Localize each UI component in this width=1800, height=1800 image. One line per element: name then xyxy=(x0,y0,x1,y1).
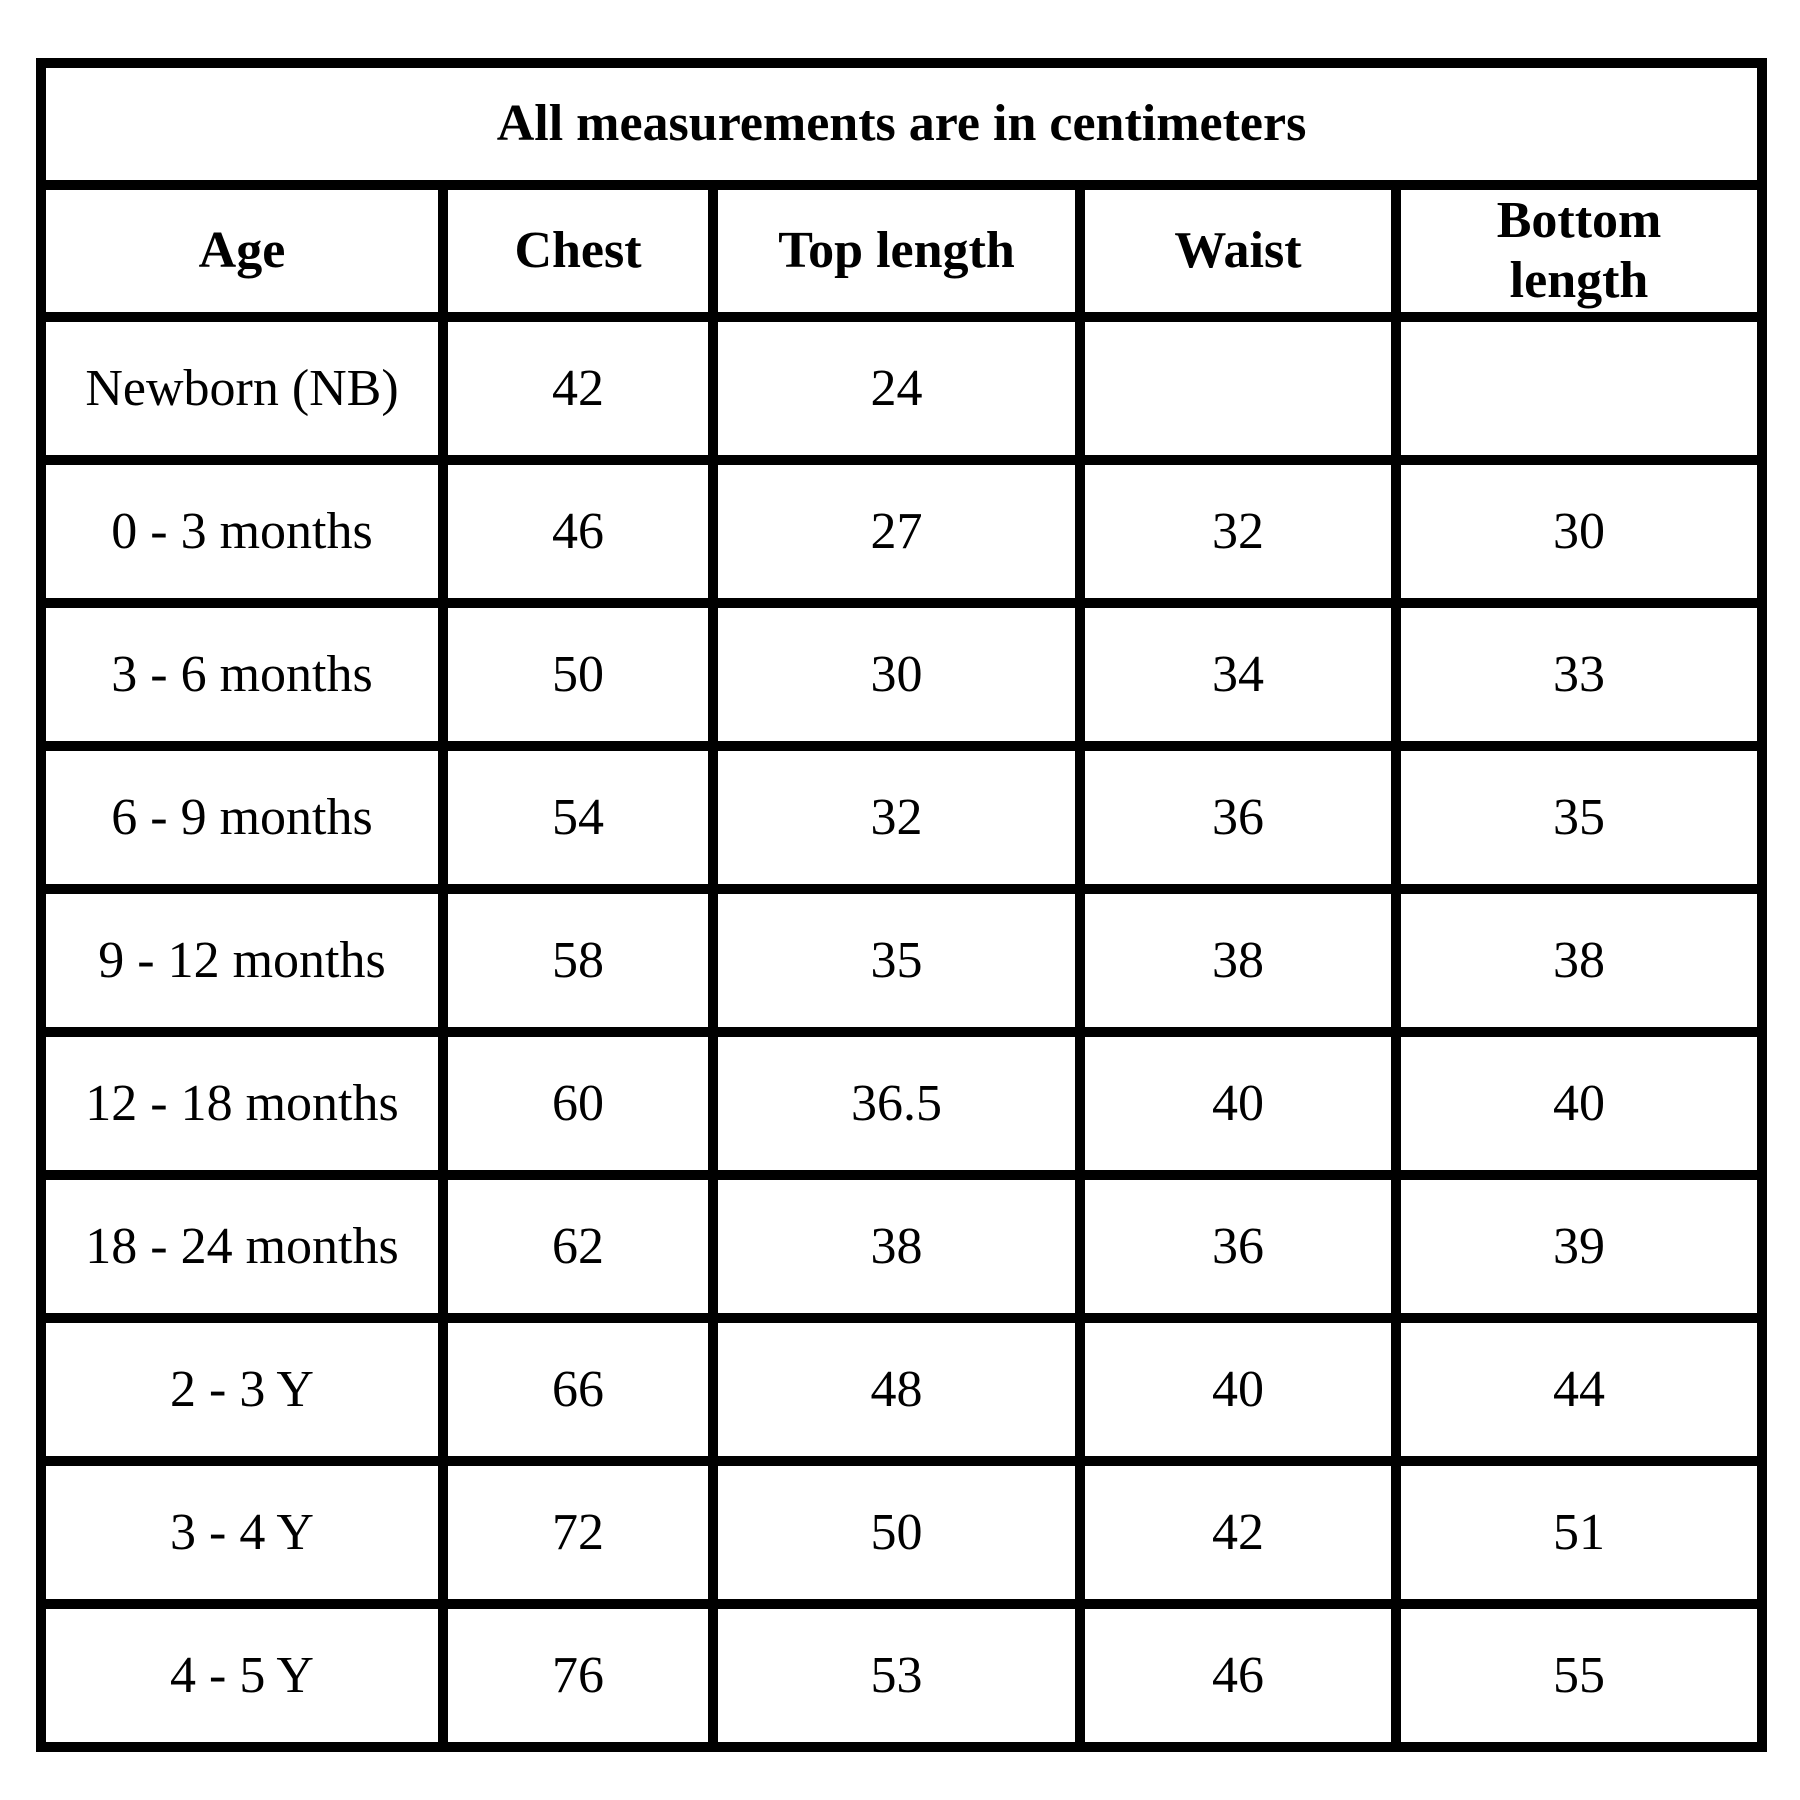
cell-bottom-length: 39 xyxy=(1390,1170,1768,1323)
cell-waist: 36 xyxy=(1075,1170,1401,1323)
cell-bottom-length: 30 xyxy=(1390,455,1768,608)
cell-waist: 46 xyxy=(1075,1599,1401,1752)
cell-top-length: 53 xyxy=(708,1599,1085,1752)
cell-top-length: 36.5 xyxy=(708,1027,1085,1180)
cell-chest: 58 xyxy=(438,884,718,1037)
table-header-row: Age Chest Top length Waist Bottom length xyxy=(36,180,1768,322)
cell-chest: 60 xyxy=(438,1027,718,1180)
table-row: 3 - 6 months 50 30 34 33 xyxy=(36,598,1768,751)
cell-bottom-length: 38 xyxy=(1390,884,1768,1037)
column-header-waist: Waist xyxy=(1075,180,1401,322)
cell-chest: 54 xyxy=(438,741,718,894)
cell-top-length: 32 xyxy=(708,741,1085,894)
table-row: 3 - 4 Y 72 50 42 51 xyxy=(36,1456,1768,1609)
column-header-bottom-length-label: Bottom length xyxy=(1496,192,1662,309)
cell-age: 3 - 6 months xyxy=(36,598,448,751)
cell-top-length: 24 xyxy=(708,312,1085,465)
table-row: 4 - 5 Y 76 53 46 55 xyxy=(36,1599,1768,1752)
cell-age: 3 - 4 Y xyxy=(36,1456,448,1609)
table-title-row: All measurements are in centimeters xyxy=(35,58,1768,190)
cell-age: 4 - 5 Y xyxy=(36,1599,448,1752)
table-row: 12 - 18 months 60 36.5 40 40 xyxy=(36,1027,1768,1180)
cell-bottom-length: 51 xyxy=(1390,1456,1768,1609)
cell-age: 0 - 3 months xyxy=(36,455,448,608)
table-row: 0 - 3 months 46 27 32 30 xyxy=(36,455,1768,608)
cell-bottom-length xyxy=(1390,312,1768,465)
column-header-top-length: Top length xyxy=(708,180,1085,322)
cell-top-length: 27 xyxy=(708,455,1085,608)
cell-waist: 40 xyxy=(1075,1027,1401,1180)
column-header-age: Age xyxy=(36,180,448,322)
cell-bottom-length: 35 xyxy=(1390,741,1768,894)
cell-age: 9 - 12 months xyxy=(36,884,448,1037)
cell-age: Newborn (NB) xyxy=(36,312,448,465)
cell-top-length: 50 xyxy=(708,1456,1085,1609)
table-row: 6 - 9 months 54 32 36 35 xyxy=(36,741,1768,894)
cell-bottom-length: 55 xyxy=(1390,1599,1768,1752)
cell-chest: 50 xyxy=(438,598,718,751)
cell-chest: 76 xyxy=(438,1599,718,1752)
table-row: Newborn (NB) 42 24 xyxy=(36,312,1768,465)
cell-top-length: 48 xyxy=(708,1313,1085,1466)
cell-waist: 40 xyxy=(1075,1313,1401,1466)
cell-chest: 62 xyxy=(438,1170,718,1323)
cell-chest: 66 xyxy=(438,1313,718,1466)
cell-waist: 42 xyxy=(1075,1456,1401,1609)
cell-age: 2 - 3 Y xyxy=(36,1313,448,1466)
table-row: 18 - 24 months 62 38 36 39 xyxy=(36,1170,1768,1323)
cell-chest: 46 xyxy=(438,455,718,608)
cell-bottom-length: 40 xyxy=(1390,1027,1768,1180)
column-header-bottom-length: Bottom length xyxy=(1390,180,1768,322)
cell-top-length: 30 xyxy=(708,598,1085,751)
cell-age: 6 - 9 months xyxy=(36,741,448,894)
cell-bottom-length: 44 xyxy=(1390,1313,1768,1466)
table-row: 9 - 12 months 58 35 38 38 xyxy=(36,884,1768,1037)
table-title: All measurements are in centimeters xyxy=(35,58,1768,190)
cell-chest: 42 xyxy=(438,312,718,465)
cell-waist xyxy=(1075,312,1401,465)
cell-chest: 72 xyxy=(438,1456,718,1609)
column-header-chest: Chest xyxy=(438,180,718,322)
cell-top-length: 35 xyxy=(708,884,1085,1037)
cell-bottom-length: 33 xyxy=(1390,598,1768,751)
cell-age: 12 - 18 months xyxy=(36,1027,448,1180)
cell-waist: 36 xyxy=(1075,741,1401,894)
cell-age: 18 - 24 months xyxy=(36,1170,448,1323)
cell-waist: 32 xyxy=(1075,455,1401,608)
cell-top-length: 38 xyxy=(708,1170,1085,1323)
table-row: 2 - 3 Y 66 48 40 44 xyxy=(36,1313,1768,1466)
size-chart-table: All measurements are in centimeters Age … xyxy=(35,58,1768,1752)
cell-waist: 34 xyxy=(1075,598,1401,751)
cell-waist: 38 xyxy=(1075,884,1401,1037)
